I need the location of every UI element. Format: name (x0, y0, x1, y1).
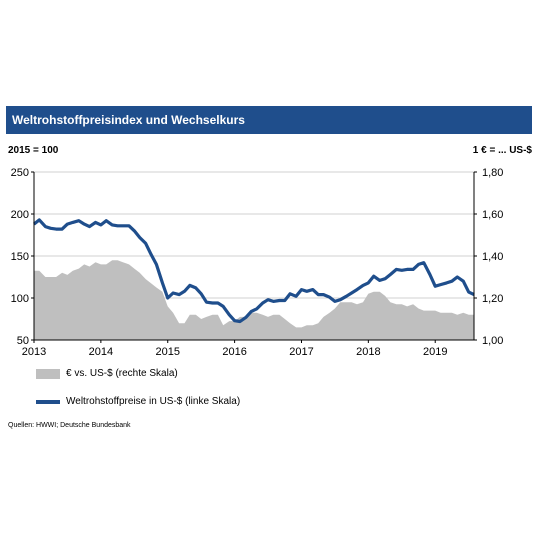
x-tick-label: 2014 (89, 346, 113, 358)
right-tick-label: 1,80 (482, 167, 503, 179)
left-tick-label: 100 (11, 293, 29, 305)
legend-label-eur-usd: € vs. US-$ (rechte Skala) (66, 368, 178, 379)
left-tick-label: 200 (11, 209, 29, 221)
right-tick-label: 1,00 (482, 335, 503, 347)
x-tick-label: 2016 (222, 346, 246, 358)
left-tick-label: 150 (11, 251, 29, 263)
series-area-eur-usd (34, 260, 474, 340)
legend-item-commodity: Weltrohstoffpreise in US-$ (linke Skala) (36, 396, 240, 407)
right-axis-unit: 1 € = ... US-$ (472, 145, 532, 156)
right-tick-label: 1,40 (482, 251, 503, 263)
left-axis-unit: 2015 = 100 (8, 145, 59, 156)
x-tick-label: 2019 (423, 346, 447, 358)
chart-plot: 50 100 150 200 250 1,00 1,20 1,40 1,60 1,80 2013 20… (11, 167, 504, 358)
legend-item-eur-usd: € vs. US-$ (rechte Skala) (36, 368, 178, 379)
left-tick-label: 250 (11, 167, 29, 179)
x-tick-label: 2018 (356, 346, 380, 358)
source-note: Quellen: HWWI; Deutsche Bundesbank (8, 422, 131, 429)
series-line-commodity (33, 218, 475, 324)
x-tick-label: 2015 (155, 346, 179, 358)
legend-swatch-line (36, 399, 60, 404)
x-tick-label: 2013 (22, 346, 46, 358)
right-tick-label: 1,60 (482, 209, 503, 221)
legend-swatch-area (36, 368, 60, 379)
right-tick-label: 1,20 (482, 293, 503, 305)
legend-label-commodity: Weltrohstoffpreise in US-$ (linke Skala) (66, 396, 241, 407)
left-tick-label: 50 (17, 335, 29, 347)
chart-title: Weltrohstoffpreisindex und Wechselkurs (6, 106, 532, 134)
x-tick-label: 2017 (289, 346, 313, 358)
